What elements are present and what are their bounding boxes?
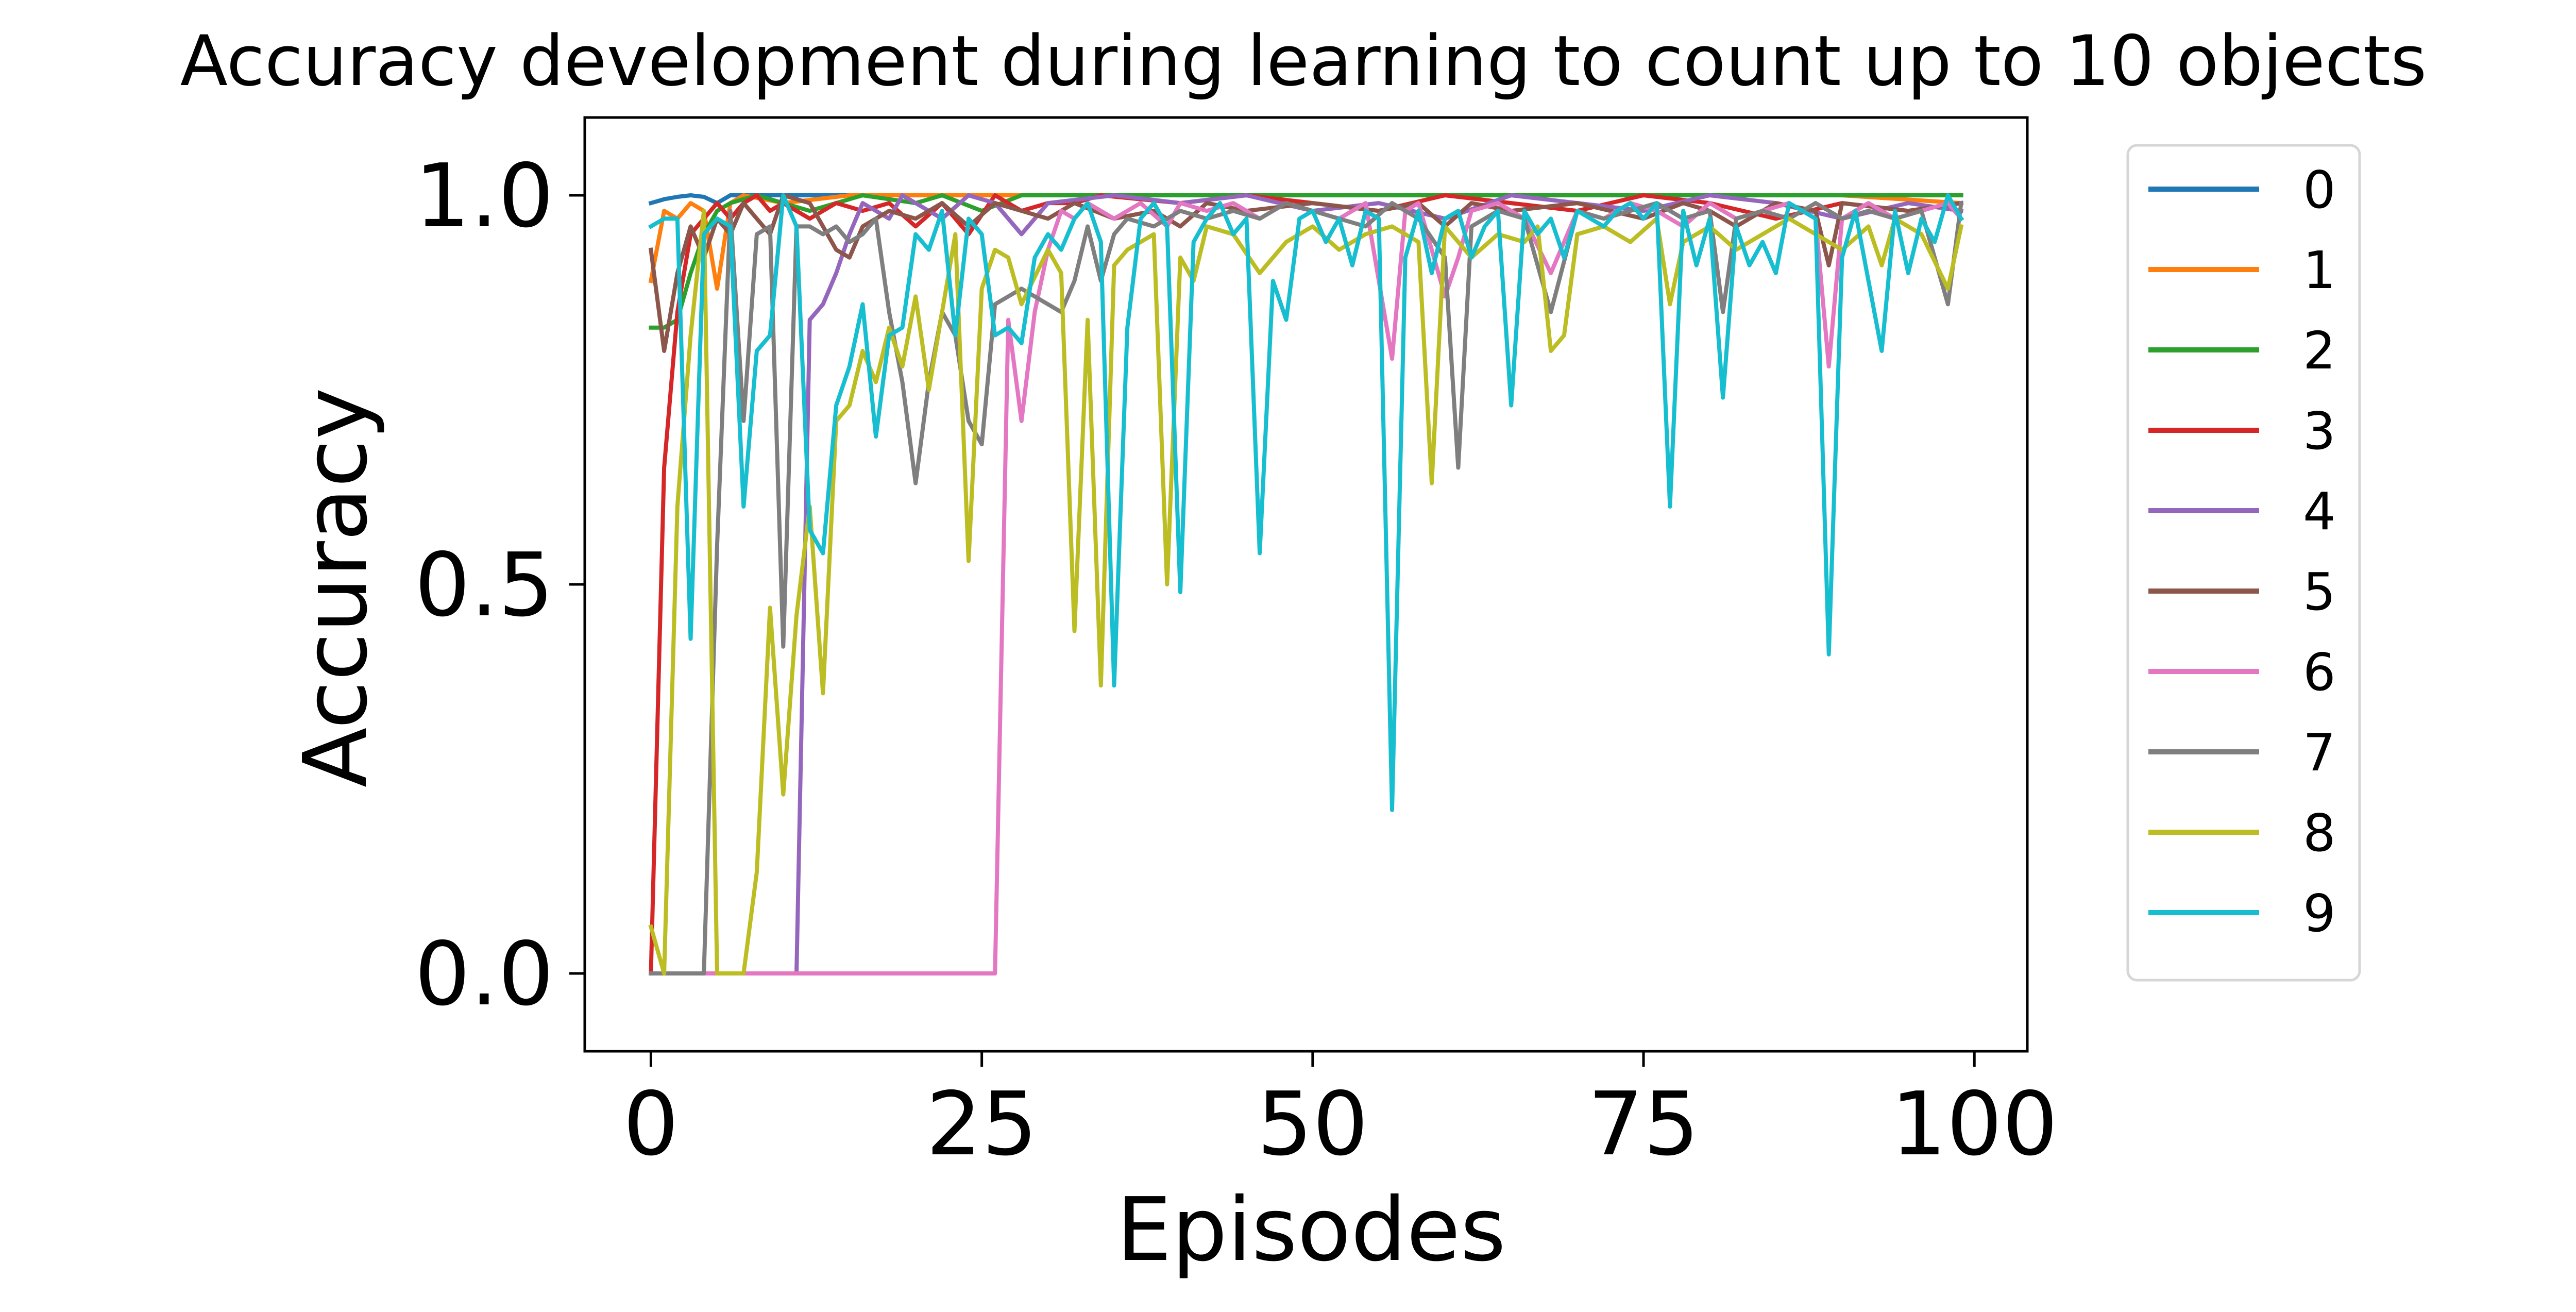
y-tick-label: 0.5 [415, 534, 554, 636]
series-line-8 [648, 209, 1964, 975]
x-tick-label: 50 [1257, 1073, 1368, 1175]
x-tick-label: 75 [1588, 1073, 1699, 1175]
chart-title: Accuracy development during learning to … [180, 21, 2427, 102]
y-axis-label: Accuracy [285, 388, 387, 787]
legend-label-9: 9 [2303, 883, 2336, 944]
legend-label-3: 3 [2303, 401, 2336, 461]
y-tick-label: 1.0 [415, 145, 554, 247]
series-line-9 [648, 193, 1964, 812]
legend-label-5: 5 [2303, 562, 2336, 622]
legend-label-6: 6 [2303, 642, 2336, 702]
x-tick-label: 25 [926, 1073, 1037, 1175]
legend-label-8: 8 [2303, 803, 2336, 863]
x-tick-label: 0 [623, 1073, 679, 1175]
y-tick-label: 0.0 [415, 923, 554, 1025]
x-axis-ticks: 0 25 50 75 100 [623, 1051, 2058, 1175]
series-line-7 [649, 200, 1964, 975]
x-tick-label: 100 [1891, 1073, 2058, 1175]
legend-label-0: 0 [2303, 160, 2336, 220]
legend: 0 1 2 3 4 5 6 7 8 9 [2126, 144, 2361, 982]
x-axis-label: Episodes [1116, 1179, 1506, 1281]
y-axis-ticks: 0.0 0.5 1.0 [415, 145, 585, 1025]
legend-label-7: 7 [2303, 722, 2336, 783]
series-lines [648, 193, 1964, 976]
legend-box [2126, 144, 2361, 982]
legend-label-4: 4 [2303, 481, 2336, 542]
legend-label-2: 2 [2303, 321, 2336, 381]
legend-label-1: 1 [2303, 240, 2336, 300]
